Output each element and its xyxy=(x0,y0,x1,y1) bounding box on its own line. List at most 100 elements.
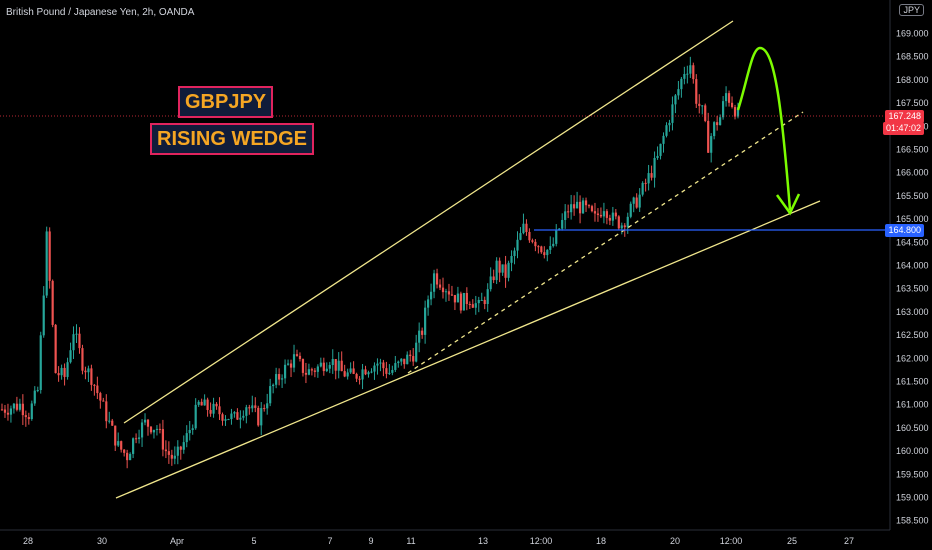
candle-body xyxy=(295,354,299,356)
candle-body xyxy=(346,372,349,377)
candle-body xyxy=(459,293,462,311)
candle-body xyxy=(480,299,483,301)
candle-body xyxy=(316,366,319,372)
candle-body xyxy=(111,420,114,426)
last-price-tag: 167.248 xyxy=(885,110,924,123)
candle-body xyxy=(340,360,343,372)
candle-body xyxy=(561,219,564,229)
candle-body xyxy=(730,102,734,108)
candle-body xyxy=(42,295,45,336)
candle-body xyxy=(140,422,144,438)
candle-body xyxy=(361,369,364,380)
candle-body xyxy=(9,408,13,415)
candle-body xyxy=(176,446,179,456)
pattern-label[interactable]: RISING WEDGE xyxy=(150,123,315,155)
price-tick-label: 161.500 xyxy=(896,377,929,387)
candle-body xyxy=(567,211,570,213)
candle-body xyxy=(427,299,430,308)
candle-body xyxy=(364,369,367,375)
candle-body xyxy=(0,409,4,411)
candle-body xyxy=(275,374,278,385)
candle-body xyxy=(510,256,513,263)
candle-body xyxy=(617,216,620,229)
candle-body xyxy=(87,368,90,373)
candle-body xyxy=(498,260,501,273)
candle-body xyxy=(298,355,302,359)
candle-body xyxy=(307,369,311,375)
candle-body xyxy=(18,403,21,410)
candle-body xyxy=(30,403,33,420)
candle-body xyxy=(733,107,737,117)
candle-body xyxy=(590,206,594,212)
candle-body xyxy=(674,95,677,105)
candle-body xyxy=(286,363,290,365)
candle-body xyxy=(99,393,102,401)
candle-body xyxy=(81,348,84,371)
candle-body xyxy=(12,403,16,409)
candle-body xyxy=(54,324,57,374)
candle-body xyxy=(507,262,510,278)
price-tick-label: 168.000 xyxy=(896,75,929,85)
price-tick-label: 164.000 xyxy=(896,261,929,271)
candle-body xyxy=(257,407,260,426)
candle-body xyxy=(519,233,522,240)
candle-body xyxy=(483,299,486,305)
candle-body xyxy=(653,157,656,178)
currency-badge[interactable]: JPY xyxy=(899,4,924,16)
candle-body xyxy=(185,433,188,443)
candle-body xyxy=(537,246,540,248)
candle-body xyxy=(206,399,209,411)
wedge-upper-line[interactable] xyxy=(123,20,734,424)
candle-body xyxy=(474,303,477,308)
candle-body xyxy=(516,239,519,251)
candle-body xyxy=(137,437,141,439)
candle-body xyxy=(108,420,111,422)
wedge-dashed-line[interactable] xyxy=(407,111,804,374)
candle-body xyxy=(102,400,105,402)
candle-body xyxy=(164,449,167,452)
time-tick-label: Apr xyxy=(170,536,184,546)
candle-body xyxy=(358,378,361,380)
candle-body xyxy=(272,384,275,387)
candle-body xyxy=(280,378,284,380)
candle-body xyxy=(218,406,221,415)
candle-body xyxy=(665,125,668,136)
candle-body xyxy=(385,368,388,374)
chart-title: British Pound / Japanese Yen, 2h, OANDA xyxy=(6,7,195,18)
time-tick-label: 20 xyxy=(670,536,680,546)
candle-body xyxy=(254,405,257,408)
candle-body xyxy=(668,122,671,126)
candle-body xyxy=(456,293,460,303)
candle-body xyxy=(96,385,99,394)
candle-body xyxy=(266,403,269,409)
candle-body xyxy=(421,330,424,335)
symbol-label[interactable]: GBPJPY xyxy=(178,86,274,118)
candle-body xyxy=(233,412,236,414)
candle-body xyxy=(367,372,370,375)
forecast-arrow[interactable] xyxy=(736,46,792,211)
candle-body xyxy=(129,453,132,461)
wedge-lower-line[interactable] xyxy=(115,200,821,499)
candle-body xyxy=(701,105,704,107)
candle-body xyxy=(575,201,579,209)
candle-body xyxy=(549,246,552,250)
candle-body xyxy=(158,428,162,430)
price-tick-label: 161.000 xyxy=(896,400,929,410)
candle-body xyxy=(188,429,191,434)
candle-body xyxy=(397,361,400,364)
candle-body xyxy=(692,65,695,80)
candle-body xyxy=(370,371,373,373)
candle-body xyxy=(51,280,54,325)
price-tick-label: 159.500 xyxy=(896,469,929,479)
price-tick-label: 165.000 xyxy=(896,214,929,224)
candle-body xyxy=(27,417,30,420)
candle-body xyxy=(328,365,331,369)
candle-body xyxy=(143,419,147,423)
candle-body xyxy=(444,291,448,293)
candle-body xyxy=(704,105,707,121)
candle-body xyxy=(283,364,287,379)
candle-body xyxy=(477,299,480,304)
candle-body xyxy=(57,373,60,376)
candle-body xyxy=(319,362,322,367)
